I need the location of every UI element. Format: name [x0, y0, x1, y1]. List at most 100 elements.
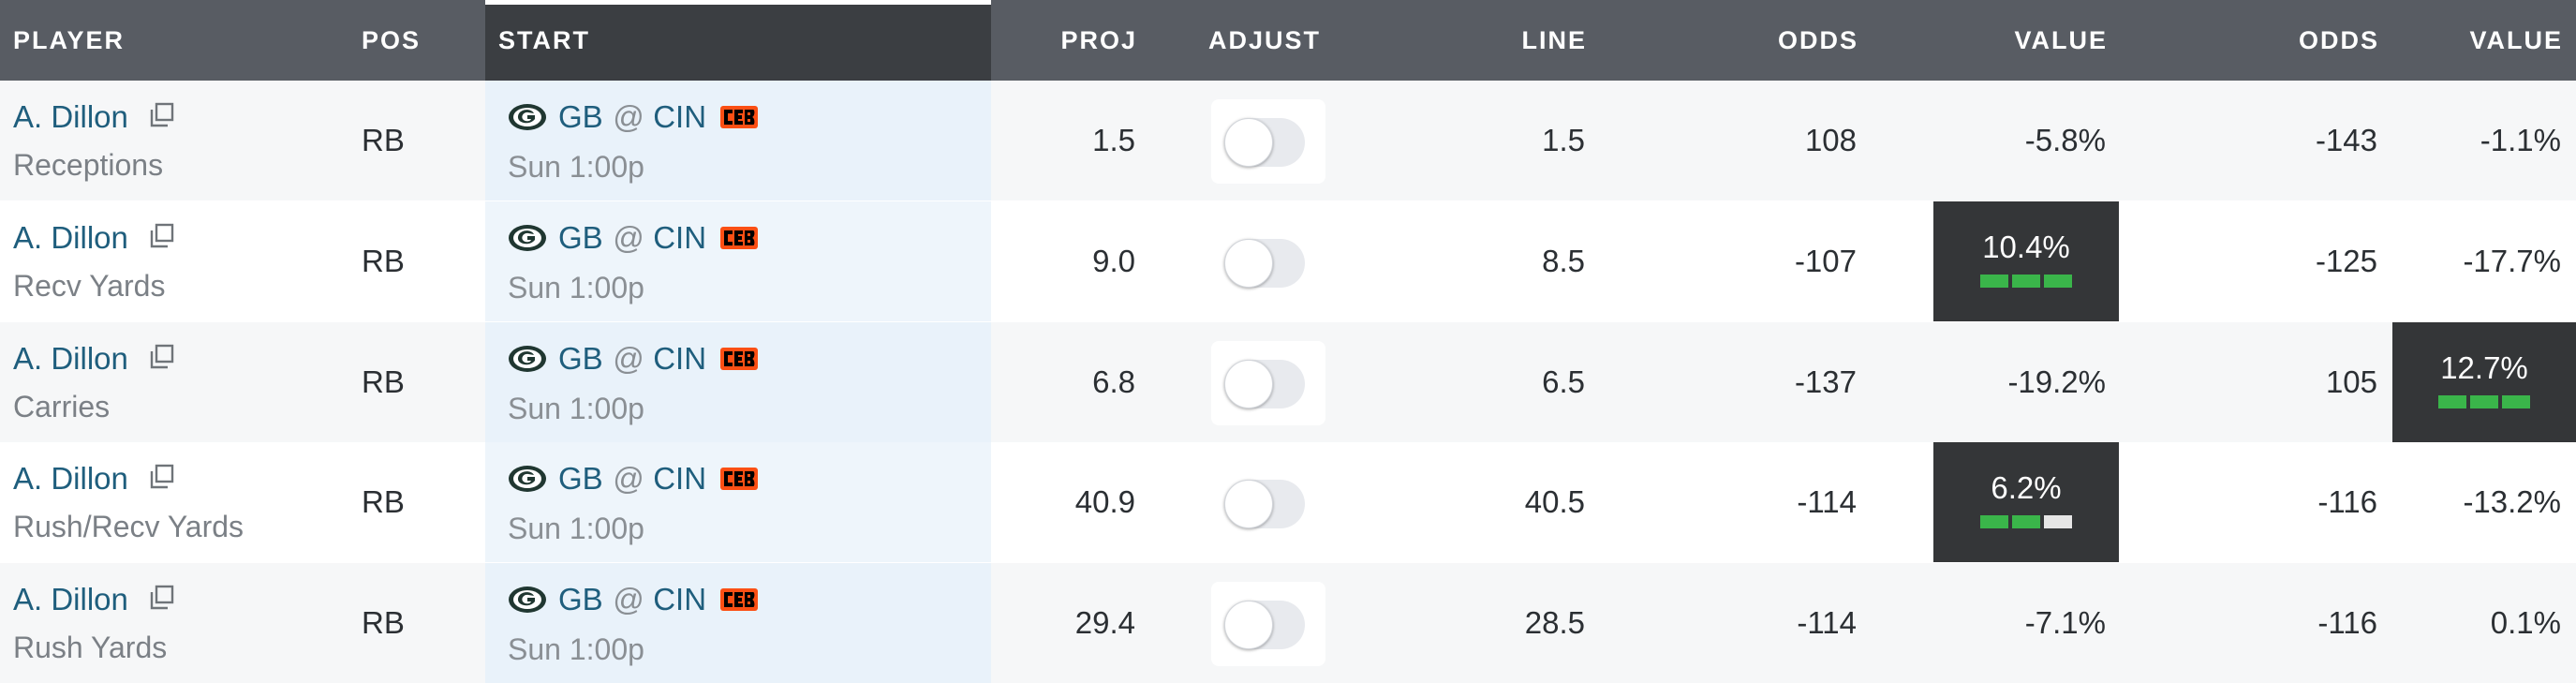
- away-team[interactable]: CIN: [653, 219, 707, 255]
- odds-cell-2: -143: [2121, 81, 2392, 200]
- strength-bar: [2470, 394, 2498, 408]
- header-value-2[interactable]: VALUE: [2469, 26, 2563, 54]
- home-team[interactable]: GB: [558, 340, 603, 376]
- packers-logo-icon: [509, 224, 546, 251]
- home-team[interactable]: GB: [558, 99, 603, 134]
- toggle-knob[interactable]: [1224, 118, 1273, 167]
- copy-icon[interactable]: [148, 584, 176, 612]
- toggle-knob[interactable]: [1224, 601, 1273, 650]
- bengals-logo-icon: [720, 106, 759, 128]
- stat-type: Rush/Recv Yards: [13, 510, 244, 544]
- value-cell-2: -1.1%: [2392, 81, 2576, 200]
- odds-value-2: -116: [2317, 484, 2377, 520]
- projection-value: 29.4: [1074, 605, 1135, 641]
- bengals-logo-icon: [720, 226, 759, 249]
- odds-value-2: -125: [2315, 243, 2377, 278]
- start-cell: GB @ CIN Sun 1:00p: [485, 563, 991, 683]
- game-time: Sun 1:00p: [508, 270, 644, 304]
- player-name-link[interactable]: A. Dillon: [13, 219, 128, 255]
- position-label: RB: [362, 605, 405, 641]
- header-line[interactable]: LINE: [1521, 26, 1587, 54]
- copy-icon[interactable]: [148, 343, 176, 371]
- odds-value-2: -143: [2315, 123, 2377, 157]
- line-value: 40.5: [1524, 484, 1585, 520]
- adjust-toggle[interactable]: [1224, 118, 1305, 167]
- table-row: A. Dillon Recv Yards RB GB @ CIN: [0, 200, 2576, 321]
- position-label: RB: [362, 123, 405, 157]
- away-team[interactable]: CIN: [653, 340, 707, 376]
- odds-value-1: -107: [1794, 243, 1857, 278]
- toggle-knob[interactable]: [1224, 480, 1273, 529]
- header-odds-2[interactable]: ODDS: [2298, 26, 2379, 54]
- game-time: Sun 1:00p: [508, 632, 644, 667]
- stat-type: Receptions: [13, 148, 164, 182]
- value-cell-2: -13.2%: [2392, 442, 2576, 562]
- header-pos[interactable]: POS: [362, 26, 422, 54]
- adjust-toggle[interactable]: [1224, 359, 1305, 408]
- bengals-logo-icon: [720, 347, 759, 370]
- strength-bar: [1980, 274, 2008, 288]
- odds-cell-2: -116: [2121, 442, 2392, 562]
- strength-bar: [1980, 515, 2008, 529]
- odds-value-1: -137: [1794, 364, 1857, 399]
- header-proj[interactable]: PROJ: [1060, 26, 1137, 54]
- proj-cell: 40.9: [991, 442, 1150, 562]
- value-cell-2: 0.1%: [2392, 563, 2576, 683]
- player-cell: A. Dillon Recv Yards: [0, 201, 348, 321]
- copy-icon[interactable]: [148, 222, 176, 250]
- matchup: GB @ CIN: [508, 461, 759, 497]
- home-team[interactable]: GB: [558, 582, 603, 617]
- value-text-2: -13.2%: [2463, 484, 2561, 520]
- away-team[interactable]: CIN: [653, 99, 707, 134]
- packers-logo-icon: [509, 586, 546, 614]
- at-symbol: @: [612, 99, 644, 134]
- value-text-2: -17.7%: [2463, 243, 2561, 278]
- copy-icon[interactable]: [148, 101, 176, 129]
- start-cell: GB @ CIN Sun 1:00p: [485, 81, 991, 200]
- packers-logo-icon: [509, 345, 546, 372]
- header-odds-1[interactable]: ODDS: [1777, 26, 1858, 54]
- at-symbol: @: [612, 219, 644, 255]
- adjust-cell: [1150, 81, 1328, 200]
- pos-cell: RB: [348, 442, 485, 562]
- header-player[interactable]: PLAYER: [13, 26, 126, 54]
- adjust-cell: [1150, 322, 1328, 442]
- copy-icon[interactable]: [148, 463, 176, 491]
- value-text-1: -5.8%: [2024, 123, 2106, 157]
- away-team[interactable]: CIN: [653, 582, 707, 617]
- away-team[interactable]: CIN: [653, 461, 707, 497]
- header-start[interactable]: START: [485, 0, 991, 81]
- proj-cell: 6.8: [991, 322, 1150, 442]
- toggle-knob[interactable]: [1224, 359, 1273, 408]
- start-cell: GB @ CIN Sun 1:00p: [485, 321, 991, 442]
- odds-cell-1: -107: [1600, 201, 1872, 321]
- line-value: 28.5: [1524, 605, 1585, 641]
- adjust-toggle[interactable]: [1224, 601, 1305, 650]
- packers-logo-icon: [509, 466, 546, 493]
- odds-value-2: -116: [2317, 605, 2377, 641]
- home-team[interactable]: GB: [558, 219, 603, 255]
- header-value-1[interactable]: VALUE: [2014, 26, 2108, 54]
- player-name-link[interactable]: A. Dillon: [13, 582, 128, 617]
- player-name-link[interactable]: A. Dillon: [13, 99, 128, 134]
- odds-value-1: -114: [1797, 605, 1857, 641]
- adjust-toggle[interactable]: [1224, 238, 1305, 288]
- odds-value-1: -114: [1797, 484, 1857, 520]
- player-name-link[interactable]: A. Dillon: [13, 461, 128, 497]
- strength-bar: [2502, 394, 2530, 408]
- header-adjust[interactable]: ADJUST: [1208, 26, 1322, 54]
- game-time: Sun 1:00p: [508, 391, 644, 425]
- toggle-knob[interactable]: [1224, 238, 1273, 288]
- adjust-toggle[interactable]: [1224, 480, 1305, 529]
- value-cell-1: -5.8%: [1872, 81, 2121, 200]
- adjust-toggle-wrapper: [1211, 340, 1325, 425]
- value-text-2: -1.1%: [2480, 123, 2561, 157]
- pos-cell: RB: [348, 563, 485, 683]
- value-text-1: -19.2%: [2007, 364, 2106, 399]
- value-cell-1: 6.2%: [1872, 442, 2121, 563]
- home-team[interactable]: GB: [558, 461, 603, 497]
- player-name-link[interactable]: A. Dillon: [13, 340, 128, 376]
- start-cell: GB @ CIN Sun 1:00p: [485, 442, 991, 563]
- line-cell: 8.5: [1328, 201, 1600, 321]
- strength-bar: [2044, 274, 2072, 288]
